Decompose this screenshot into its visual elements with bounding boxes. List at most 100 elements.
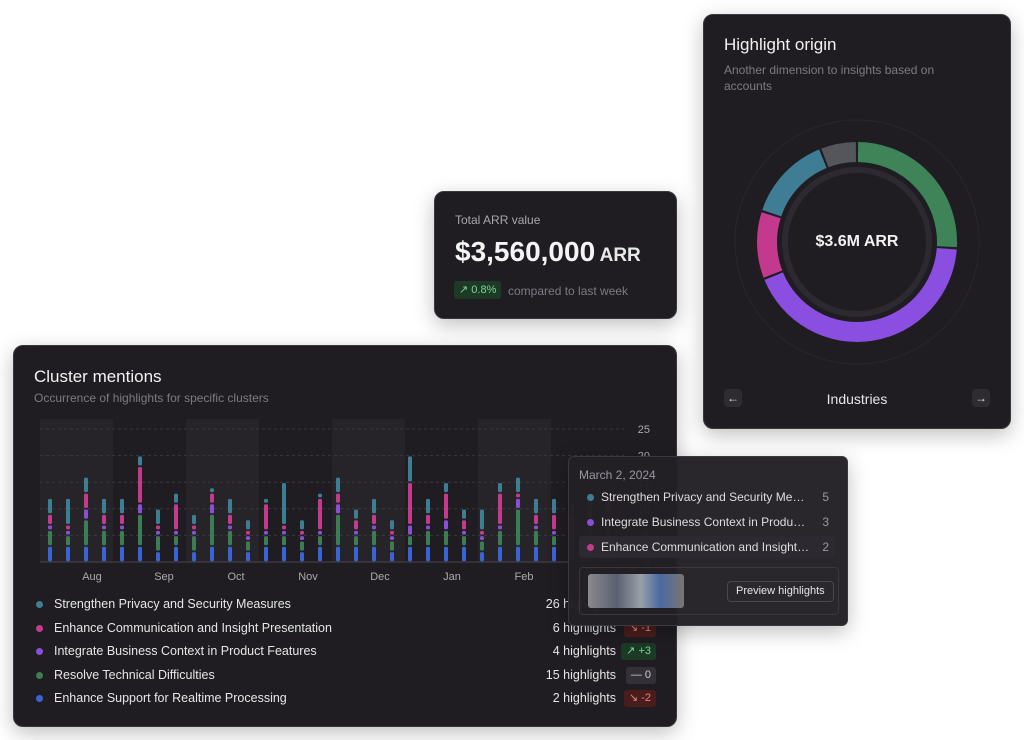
- legend-name: Resolve Technical Difficulties: [54, 667, 215, 682]
- arr-value-line: $3,560,000 ARR: [455, 236, 641, 268]
- legend-name: Enhance Communication and Insight Presen…: [54, 620, 332, 635]
- bar-segment: [264, 498, 268, 503]
- cluster-subtitle: Occurrence of highlights for specific cl…: [34, 391, 269, 405]
- donut-segment: [762, 149, 827, 217]
- bar-segment: [498, 546, 502, 562]
- legend-count: 15 highlights: [545, 667, 616, 682]
- bar-segment: [66, 546, 70, 562]
- bar-segment: [246, 552, 250, 562]
- legend-row: Strengthen Privacy and Security Measures…: [36, 595, 656, 615]
- arr-value: $3,560,000: [455, 236, 596, 267]
- bar-segment: [372, 530, 376, 546]
- dimension-label: Industries: [826, 391, 888, 407]
- bar-segment: [498, 530, 502, 546]
- next-button[interactable]: →: [972, 389, 990, 407]
- legend-count: 2 highlights: [552, 691, 616, 705]
- x-tick-label: Aug: [82, 571, 102, 583]
- legend-dot: [36, 671, 43, 679]
- bar-segment: [390, 541, 394, 551]
- bar-segment: [246, 541, 250, 551]
- bar-segment: [480, 536, 484, 540]
- bar-segment: [336, 477, 340, 493]
- bar-segment: [462, 509, 466, 519]
- bar-segment: [192, 525, 196, 530]
- bar-segment: [318, 498, 322, 530]
- bar-segment: [48, 514, 52, 525]
- bar-segment: [372, 546, 376, 562]
- bar-segment: [354, 509, 358, 519]
- donut-segment: [857, 142, 957, 248]
- bar-segment: [354, 520, 358, 530]
- bar-segment: [192, 514, 196, 525]
- preview-button[interactable]: Preview highlights: [727, 581, 834, 602]
- bar-segment: [84, 493, 88, 509]
- bar-segment: [102, 525, 106, 530]
- bar-segment: [390, 530, 394, 535]
- preview-box: Preview highlights: [579, 567, 839, 615]
- bar-segment: [336, 514, 340, 546]
- x-tick-label: Sep: [154, 571, 174, 583]
- arr-card: Total ARR value $3,560,000 ARR ↗ 0.8% co…: [434, 191, 677, 319]
- bar-segment: [318, 536, 322, 546]
- tooltip-name: Enhance Communication and Insight Presen…: [601, 540, 811, 554]
- bar-segment: [354, 546, 358, 562]
- bar-segment: [282, 536, 286, 546]
- bar-segment: [84, 520, 88, 546]
- bar-segment: [534, 530, 538, 546]
- bar-segment: [552, 530, 556, 535]
- legend-dot: [36, 648, 43, 655]
- origin-card: Highlight origin Another dimension to in…: [703, 14, 1011, 429]
- arr-comparison: compared to last week: [508, 284, 629, 298]
- tooltip-dot: [587, 494, 594, 501]
- bar-segment: [534, 514, 538, 525]
- bar-segment: [156, 509, 160, 525]
- bar-segment: [120, 514, 124, 525]
- bar-segment: [552, 498, 556, 514]
- change-value: -2: [641, 692, 651, 704]
- bar-segment: [390, 520, 394, 530]
- bar-segment: [120, 525, 124, 530]
- arr-label: Total ARR value: [455, 213, 541, 227]
- bar-segment: [462, 536, 466, 546]
- bar-segment: [480, 541, 484, 551]
- bar-segment: [66, 498, 70, 525]
- bar-segment: [156, 552, 160, 562]
- legend-name: Integrate Business Context in Product Fe…: [54, 644, 317, 658]
- bar-segment: [282, 546, 286, 562]
- bar-segment: [408, 546, 412, 562]
- bar-segment: [228, 514, 232, 525]
- bar-segment: [516, 498, 520, 509]
- cluster-title: Cluster mentions: [34, 367, 162, 386]
- donut-inner-ring: [782, 167, 932, 317]
- prev-button[interactable]: ←: [724, 389, 742, 407]
- bar-segment: [444, 546, 448, 562]
- bar-segment: [408, 482, 412, 525]
- bar-segment: [444, 520, 448, 530]
- bar-segment: [264, 546, 268, 562]
- bar-segment: [516, 509, 520, 546]
- bar-segment: [228, 546, 232, 562]
- bar-segment: [282, 530, 286, 535]
- bar-segment: [480, 509, 484, 530]
- bar-segment: [372, 514, 376, 525]
- change-value: 0: [644, 668, 651, 681]
- bar-segment: [300, 520, 304, 530]
- bar-segment: [426, 530, 430, 546]
- bar-segment: [66, 536, 70, 546]
- tooltip-name: Integrate Business Context in Product Fe…: [601, 515, 811, 529]
- tooltip-row: Strengthen Privacy and Security Measures…: [579, 486, 835, 508]
- bar-segment: [336, 504, 340, 514]
- bar-segment: [138, 514, 142, 546]
- bar-segment: [354, 536, 358, 546]
- bar-segment: [480, 530, 484, 535]
- bar-segment: [462, 520, 466, 530]
- bar-segment: [444, 493, 448, 519]
- bar-segment: [318, 530, 322, 535]
- donut-segment: [821, 142, 857, 168]
- bar-segment: [120, 498, 124, 514]
- tooltip-date: March 2, 2024: [579, 468, 656, 482]
- bar-segment: [300, 536, 304, 540]
- bar-segment: [174, 493, 178, 503]
- x-tick-label: Dec: [370, 571, 390, 583]
